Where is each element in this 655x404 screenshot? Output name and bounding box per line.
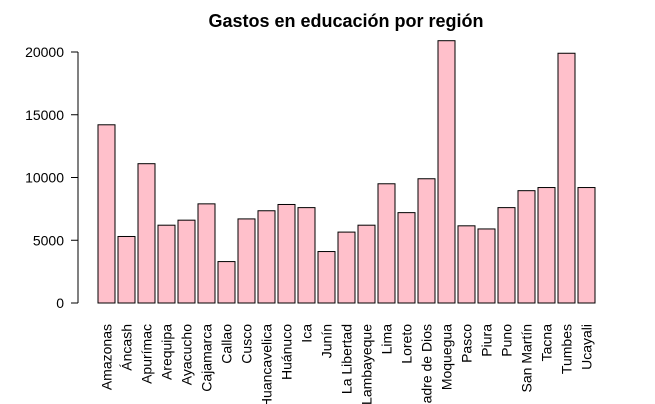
x-tick-label: Cajamarca: [199, 324, 215, 392]
bar-4: [177, 219, 196, 304]
bars: [97, 40, 596, 304]
x-tick-label: San Martín: [519, 324, 535, 392]
x-tick-label: Puno: [499, 324, 515, 357]
x-tick-label: Cusco: [239, 324, 255, 364]
x-tick-label: Ica: [299, 324, 315, 343]
x-tick-label: Áncash: [119, 324, 135, 371]
bar-1: [117, 235, 136, 304]
x-tick-label: Moquegua: [439, 324, 455, 390]
bar-7: [237, 218, 256, 304]
x-tick-label: Huánuco: [279, 324, 295, 380]
bar-6: [217, 261, 236, 304]
y-tick-label: 5000: [33, 232, 64, 248]
x-tick-label: Pasco: [459, 324, 475, 363]
x-axis-labels: Amazonas Áncash Apurímac Arequipa Ayacucho Ca…: [99, 324, 595, 404]
x-tick-label: Ucayali: [579, 324, 595, 370]
x-tick-label: Lima: [379, 324, 395, 355]
y-tick-label: 10000: [25, 170, 64, 186]
chart-title: Gastos en educación por región: [208, 11, 483, 31]
x-tick-label: Lambayeque: [359, 324, 375, 404]
x-tick-label: La Libertad: [339, 324, 355, 394]
bar-9: [277, 203, 296, 304]
x-tick-label: Piura: [479, 324, 495, 357]
y-tick-label: 20000: [25, 44, 64, 60]
bar-8: [257, 210, 276, 304]
x-tick-label: Ayacucho: [179, 324, 195, 385]
bar-22: [537, 187, 556, 304]
bar-2: [137, 163, 156, 304]
x-tick-label: Amazonas: [99, 324, 115, 390]
x-tick-label: Tumbes: [559, 324, 575, 374]
bar-16: [417, 178, 436, 304]
bar-19: [477, 228, 496, 304]
bar-10: [297, 207, 316, 304]
bar-23: [557, 52, 576, 304]
bar-12: [337, 231, 356, 304]
x-tick-label: Arequipa: [159, 324, 175, 380]
x-tick-label: Apurímac: [139, 324, 155, 384]
bar-18: [457, 225, 476, 304]
bar-11: [317, 251, 336, 304]
y-tick-label: 0: [56, 295, 64, 311]
y-axis: 0 5000 10000 15000 20000: [25, 44, 79, 311]
bar-0: [97, 124, 116, 304]
x-tick-label: Callao: [219, 324, 235, 364]
y-tick-label: 15000: [25, 107, 64, 123]
x-tick-label: Junín: [319, 324, 335, 358]
bar-15: [397, 212, 416, 304]
bar-14: [377, 183, 396, 304]
bar-24: [577, 187, 596, 304]
bar-17: [437, 40, 456, 304]
bar-5: [197, 203, 216, 304]
x-tick-label: Madre de Dios: [419, 324, 435, 404]
x-tick-label: Tacna: [539, 324, 555, 362]
bar-21: [517, 190, 536, 304]
bar-20: [497, 207, 516, 304]
bar-13: [357, 224, 376, 304]
x-tick-label: Huancavelica: [259, 324, 275, 404]
x-tick-label: Loreto: [399, 324, 415, 364]
bar-3: [157, 224, 176, 304]
